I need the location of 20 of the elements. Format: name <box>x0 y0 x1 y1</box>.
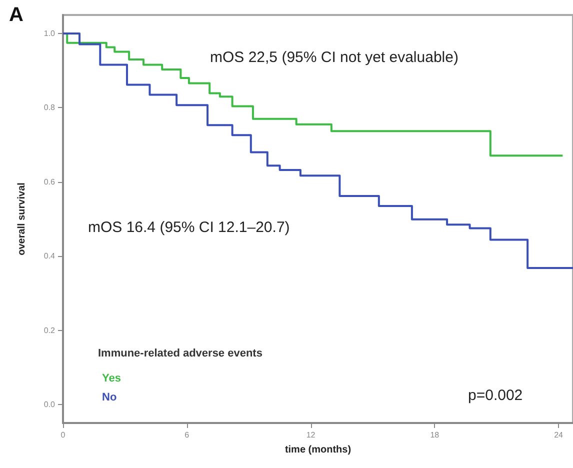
x-tick-label: 24 <box>554 430 564 440</box>
y-tick-label: 1.0 <box>44 29 56 38</box>
chart-title: A <box>9 4 24 26</box>
x-axis-title: time (months) <box>284 444 352 456</box>
y-tick-label: 0.8 <box>44 103 56 112</box>
y-tick-label: 0.2 <box>44 326 56 335</box>
y-tick-label: 0.6 <box>44 177 56 186</box>
x-tick-label: 18 <box>430 430 440 440</box>
y-tick-label: 0.0 <box>44 400 56 409</box>
annotation: mOS 22,5 (95% CI not yet evaluable) <box>210 49 458 66</box>
text: Yes <box>102 372 121 384</box>
text: No <box>102 392 117 404</box>
annotation: mOS 16.4 (95% CI 12.1–20.7) <box>88 219 290 236</box>
y-tick-label: 0.4 <box>44 252 56 261</box>
x-tick-label: 12 <box>306 430 316 440</box>
x-tick-label: 6 <box>184 430 190 440</box>
legend-title: Immune-related adverse events <box>98 348 262 360</box>
annotation: p=0.002 <box>468 387 523 404</box>
x-tick-label: 0 <box>60 430 66 440</box>
y-axis-title: overall survival <box>16 182 28 256</box>
